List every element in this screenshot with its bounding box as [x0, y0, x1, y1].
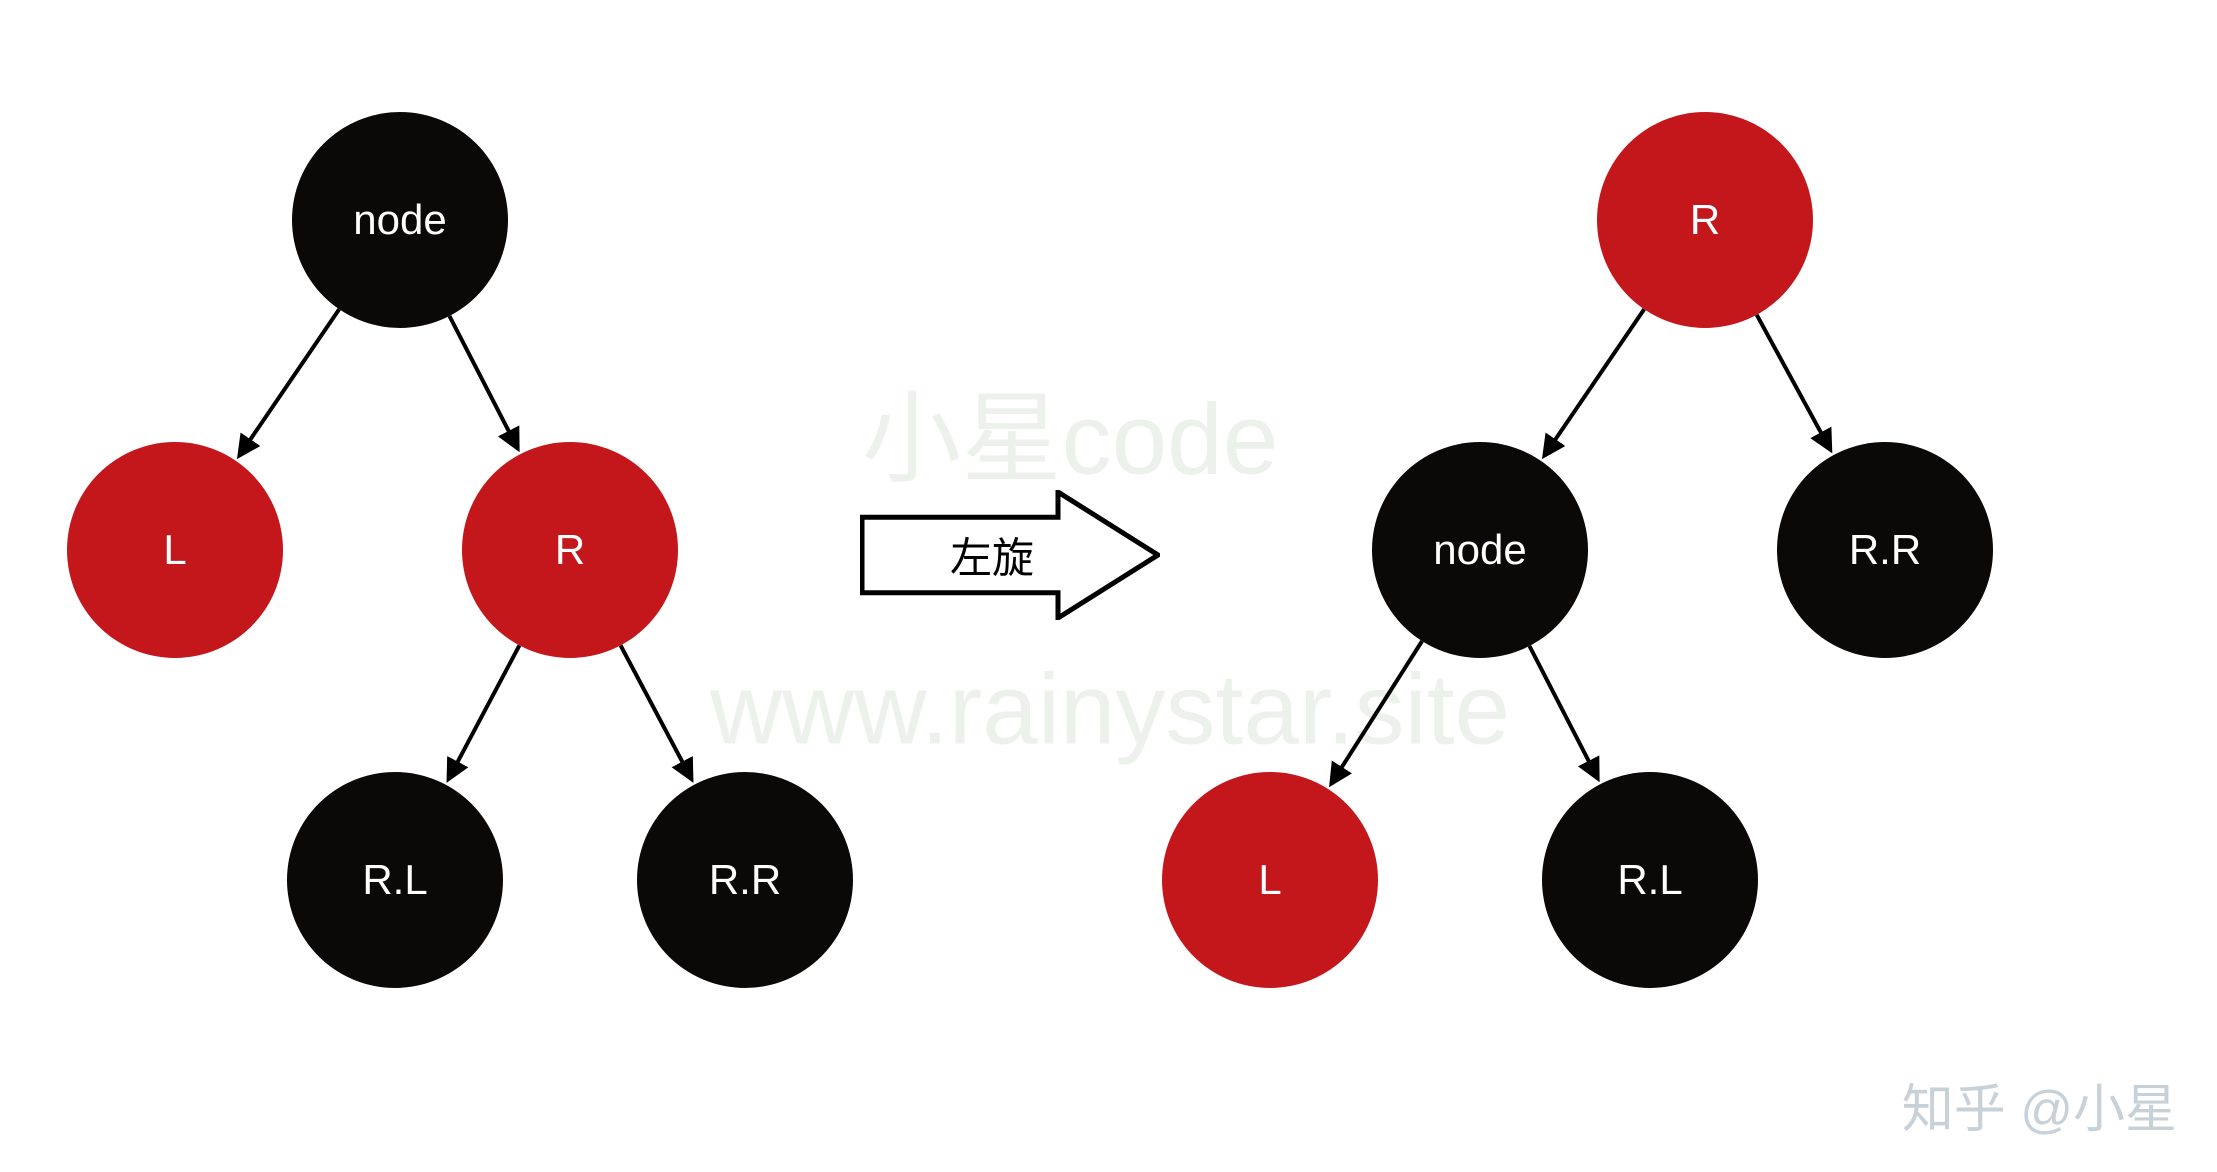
watermark-title: 小星code	[862, 358, 1279, 503]
node-label: R	[1690, 196, 1720, 244]
diagram-canvas: 小星code www.rainystar.site node L R R.L R…	[0, 0, 2217, 1172]
node-label: R.R	[1849, 526, 1921, 574]
right-tree-node-root: node	[1372, 442, 1588, 658]
left-tree-node-root: node	[292, 112, 508, 328]
transition-arrow-label: 左旋	[950, 525, 1034, 586]
transition-arrow: 左旋	[860, 490, 1160, 620]
right-tree-node-RL: R.L	[1542, 772, 1758, 988]
left-tree-node-RR: R.R	[637, 772, 853, 988]
watermark-url: www.rainystar.site	[710, 653, 1510, 768]
attribution-text: 知乎 @小星	[1902, 1067, 2177, 1142]
node-label: node	[353, 196, 446, 244]
node-label: R	[555, 526, 585, 574]
right-tree-node-L: L	[1162, 772, 1378, 988]
right-tree-node-R: R	[1597, 112, 1813, 328]
node-label: R.L	[1617, 856, 1682, 904]
left-tree-node-R: R	[462, 442, 678, 658]
right-tree-node-RR: R.R	[1777, 442, 1993, 658]
left-tree-node-L: L	[67, 442, 283, 658]
left-tree-node-RL: R.L	[287, 772, 503, 988]
node-label: L	[163, 526, 186, 574]
node-label: R.L	[362, 856, 427, 904]
node-label: node	[1433, 526, 1526, 574]
node-label: L	[1258, 856, 1281, 904]
node-label: R.R	[709, 856, 781, 904]
